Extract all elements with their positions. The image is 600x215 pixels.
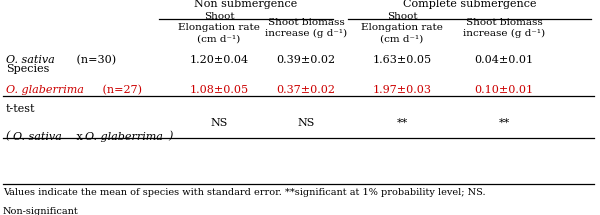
- Text: 0.39±0.02: 0.39±0.02: [277, 55, 335, 65]
- Text: t-test: t-test: [6, 104, 35, 114]
- Text: x: x: [73, 132, 86, 141]
- Text: O. glaberrima: O. glaberrima: [6, 85, 84, 95]
- Text: (: (: [6, 131, 10, 142]
- Text: Shoot
Elongation rate
(cm d⁻¹): Shoot Elongation rate (cm d⁻¹): [361, 12, 443, 44]
- Text: Shoot biomass
increase (g d⁻¹): Shoot biomass increase (g d⁻¹): [265, 18, 347, 38]
- Text: 0.37±0.02: 0.37±0.02: [277, 85, 335, 95]
- Text: Shoot biomass
increase (g d⁻¹): Shoot biomass increase (g d⁻¹): [463, 18, 545, 38]
- Text: NS: NS: [298, 118, 314, 127]
- Text: 1.08±0.05: 1.08±0.05: [190, 85, 248, 95]
- Text: 1.63±0.05: 1.63±0.05: [373, 55, 431, 65]
- Text: 0.04±0.01: 0.04±0.01: [475, 55, 533, 65]
- Text: 1.20±0.04: 1.20±0.04: [190, 55, 248, 65]
- Text: Shoot
Elongation rate
(cm d⁻¹): Shoot Elongation rate (cm d⁻¹): [178, 12, 260, 44]
- Text: **: **: [499, 118, 509, 127]
- Text: Non-significant: Non-significant: [3, 207, 79, 215]
- Text: 0.10±0.01: 0.10±0.01: [475, 85, 533, 95]
- Text: Non submergence: Non submergence: [194, 0, 298, 9]
- Text: Species: Species: [6, 64, 49, 74]
- Text: (n=30): (n=30): [73, 55, 116, 65]
- Text: ): ): [168, 131, 172, 142]
- Text: Values indicate the mean of species with standard error. **significant at 1% pro: Values indicate the mean of species with…: [3, 188, 485, 197]
- Text: Complete submergence: Complete submergence: [403, 0, 536, 9]
- Text: O. sativa: O. sativa: [6, 55, 55, 65]
- Text: NS: NS: [211, 118, 227, 127]
- Text: O. sativa: O. sativa: [13, 132, 62, 141]
- Text: (n=27): (n=27): [99, 85, 142, 95]
- Text: O. glaberrima: O. glaberrima: [85, 132, 163, 141]
- Text: 1.97±0.03: 1.97±0.03: [373, 85, 431, 95]
- Text: **: **: [397, 118, 407, 127]
